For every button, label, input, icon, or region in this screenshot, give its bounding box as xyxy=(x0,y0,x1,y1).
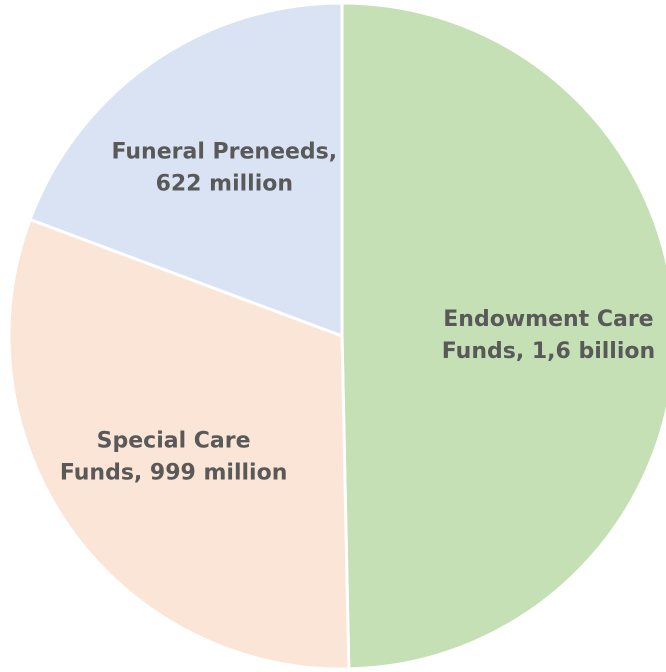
pie-slice-label: Special Care Funds, 999 million xyxy=(60,428,288,485)
pie-slice-label-line: 622 million xyxy=(156,171,293,196)
pie-slice-label-line: Funeral Preneeds, xyxy=(111,139,337,164)
pie-slice-endowment-care-funds xyxy=(340,1,666,671)
pie-slice-label-line: Funds, 999 million xyxy=(60,460,288,485)
pie-slice-label-line: Funds, 1,6 billion xyxy=(442,339,655,364)
pie-slice-special-care-funds xyxy=(7,217,351,671)
pie-slice-label-line: Endowment Care xyxy=(443,307,653,332)
pie-slice-label: Funeral Preneeds, 622 million xyxy=(111,139,337,196)
pie-slice-funeral-preneeds xyxy=(28,1,344,339)
pie-slice-label: Endowment Care Funds, 1,6 billion xyxy=(442,307,655,364)
pie-slice-label-line: Special Care xyxy=(97,428,251,453)
